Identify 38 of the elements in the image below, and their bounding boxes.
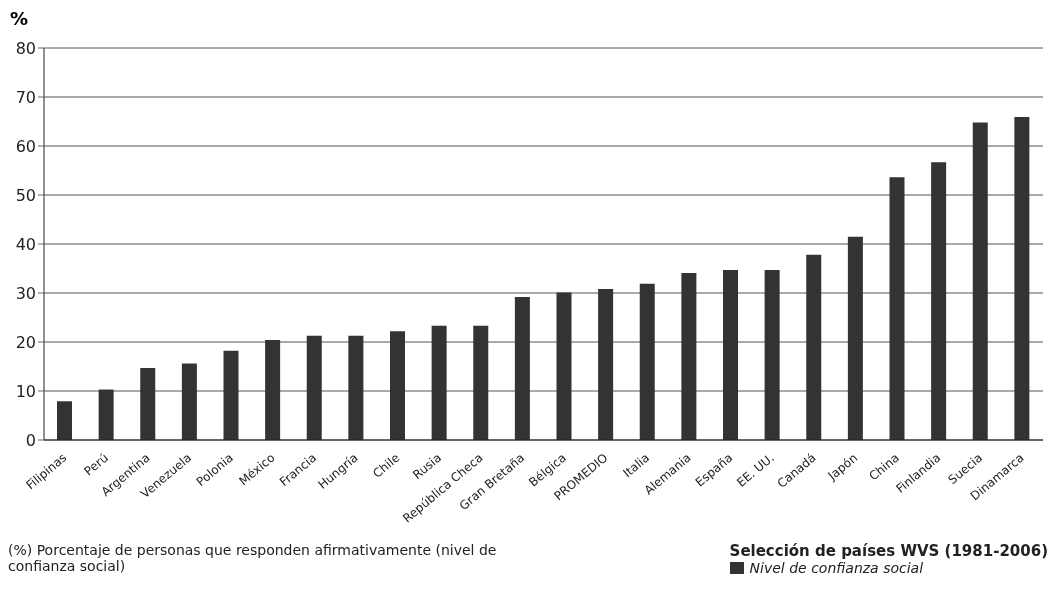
bar (889, 177, 905, 440)
x-tick-label: EE. UU. (734, 450, 777, 490)
y-tick-label: 80 (15, 38, 36, 58)
bar (764, 269, 780, 440)
legend-title: Selección de países WVS (1981-2006) (729, 542, 1048, 560)
bar (348, 335, 364, 440)
legend-label: Nivel de confianza social (748, 560, 924, 576)
y-tick-label: 60 (15, 136, 36, 156)
bar (598, 289, 614, 440)
y-tick-label: 20 (15, 332, 36, 352)
y-tick-label: 50 (15, 185, 36, 205)
bar (431, 325, 447, 440)
y-tick-label: 0 (25, 430, 36, 450)
bar (223, 350, 239, 440)
y-tick-label: 40 (15, 234, 36, 254)
bar (931, 162, 947, 440)
y-tick-label: 70 (15, 87, 36, 107)
text: (%) Porcentaje de personas que responden afirmativamente (nivel de confianza social) (8, 542, 498, 574)
bar (681, 272, 697, 440)
bar (181, 363, 197, 440)
bar (556, 292, 572, 440)
bar (306, 335, 322, 440)
y-axis-title: % (10, 8, 30, 30)
bar (98, 389, 114, 440)
bar (639, 283, 655, 440)
bar (514, 296, 530, 440)
bar (390, 331, 405, 440)
y-tick-label: 10 (15, 381, 36, 401)
bar (265, 340, 281, 440)
bar (57, 401, 72, 440)
bar (972, 122, 988, 440)
bar (1014, 117, 1030, 440)
bar (847, 236, 863, 440)
bar (723, 269, 738, 440)
y-tick-label: 30 (15, 283, 36, 303)
bar (473, 325, 489, 440)
bar (806, 254, 822, 440)
bar (140, 367, 156, 440)
